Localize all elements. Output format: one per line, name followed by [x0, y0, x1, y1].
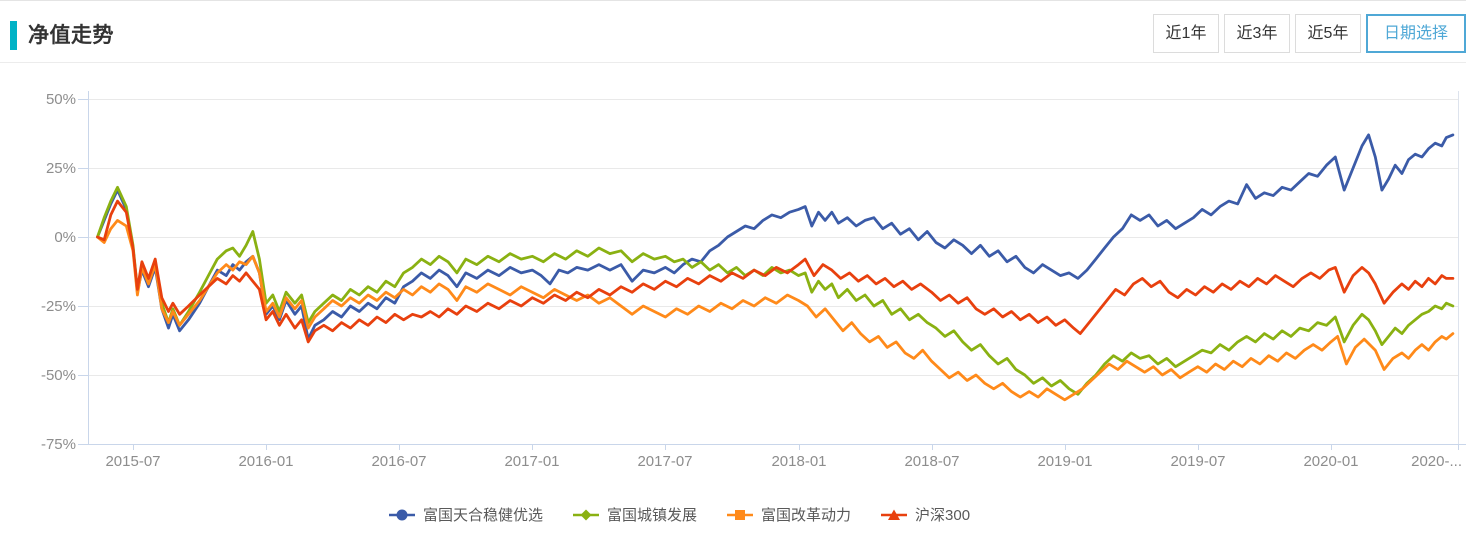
series-line-diamond: [96, 185, 1455, 396]
series-line-triangle: [96, 199, 1455, 344]
legend-item-4[interactable]: 沪深300: [881, 504, 970, 525]
legend-label: 沪深300: [915, 507, 971, 524]
legend-item-1[interactable]: 富国天合稳健优选: [389, 504, 543, 525]
x-axis-label: 2017-01: [504, 453, 560, 470]
legend-label: 富国天合稳健优选: [423, 507, 544, 524]
range-button-2[interactable]: 近3年: [1224, 14, 1290, 53]
y-axis-label: -25%: [40, 297, 76, 315]
x-axis-label: 2016-01: [238, 453, 294, 470]
range-button-4[interactable]: 日期选择: [1366, 14, 1466, 53]
page-title: 净值走势: [28, 24, 114, 47]
x-axis-label: 2019-01: [1037, 453, 1093, 470]
legend-label: 富国改革动力: [761, 507, 852, 524]
x-axis-label: 2015-07: [105, 453, 161, 470]
y-axis-label: 25%: [45, 159, 76, 177]
range-button-3[interactable]: 近5年: [1295, 14, 1361, 53]
x-axis-label: 2020-...: [1411, 453, 1462, 470]
legend-label: 富国城镇发展: [607, 507, 698, 524]
x-axis-label: 2020-01: [1303, 453, 1359, 470]
legend-item-3[interactable]: 富国改革动力: [727, 504, 851, 525]
series-line-rect: [96, 218, 1455, 402]
title-accent-bar: [10, 21, 17, 50]
x-axis-label: 2017-07: [637, 453, 693, 470]
legend-marker-circle: [389, 509, 415, 520]
x-axis-label: 2018-01: [771, 453, 827, 470]
y-axis-label: -75%: [40, 435, 76, 453]
date-range-button-group: 近1年 近3年 近5年 日期选择: [1153, 14, 1466, 53]
range-button-1[interactable]: 近1年: [1153, 14, 1219, 53]
y-axis-label: 50%: [45, 90, 76, 108]
legend-marker-diamond: [573, 509, 600, 520]
x-axis-label: 2018-07: [904, 453, 960, 470]
x-axis-label: 2016-07: [371, 453, 427, 470]
y-axis-label: -50%: [40, 366, 76, 384]
legend-marker-rect: [727, 509, 754, 520]
chart-legend: 富国天合稳健优选 富国城镇发展 富国改革动力 沪深300: [389, 504, 970, 525]
card-header: 净值走势 近1年 近3年 近5年 日期选择: [0, 1, 1466, 63]
legend-item-2[interactable]: 富国城镇发展: [573, 504, 697, 525]
y-axis-label: 0%: [54, 228, 76, 246]
x-axis-label: 2019-07: [1170, 453, 1226, 470]
legend-marker-triangle: [881, 509, 908, 520]
